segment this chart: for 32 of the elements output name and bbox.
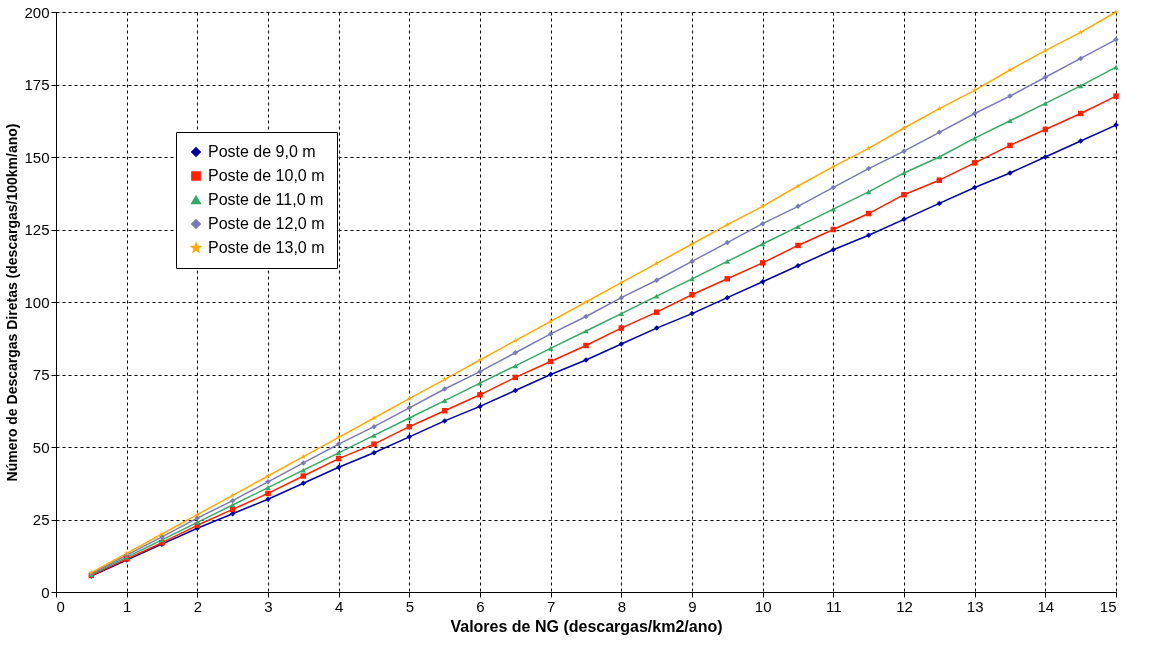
x-tick-label: 3 [264, 597, 273, 615]
legend-label: Poste de 12,0 m [208, 215, 325, 232]
x-tick-label: 2 [193, 597, 203, 615]
x-tick-label: 8 [617, 597, 627, 615]
y-axis-title: Número de Descargas Diretas (descargas/100km/ano) [4, 123, 21, 482]
legend-label: Poste de 10,0 m [208, 167, 325, 184]
x-tick-label: 5 [405, 597, 415, 615]
x-tick-label: 13 [966, 597, 984, 615]
x-tick-label: 0 [56, 597, 65, 615]
x-tick-label: 6 [476, 597, 485, 615]
x-axis-title: Valores de NG (descargas/km2/ano) [450, 617, 723, 635]
x-tick-label: 14 [1037, 597, 1055, 615]
x-tick-label: 1 [122, 597, 132, 615]
y-tick-label: 75 [32, 366, 50, 383]
y-tick-label: 125 [24, 221, 50, 238]
y-tick-label: 175 [24, 76, 50, 93]
x-tick-label: 12 [896, 597, 913, 615]
x-tick-label: 10 [754, 597, 772, 615]
y-tick-label: 25 [32, 511, 50, 528]
y-tick-label: 50 [32, 438, 50, 456]
legend-label: Poste de 11,0 m [208, 191, 324, 208]
x-tick-label: 9 [688, 597, 697, 615]
legend-label: Poste de 9,0 m [208, 143, 316, 160]
y-tick-label: 200 [24, 3, 50, 21]
legend-label: Poste de 13,0 m [208, 239, 325, 256]
x-tick-label: 7 [546, 597, 556, 615]
y-tick-label: 150 [24, 148, 50, 166]
x-tick-label: 11 [826, 597, 842, 615]
y-tick-label: 100 [24, 293, 50, 311]
x-tick-label: 15 [1099, 597, 1117, 615]
y-tick-label: 0 [41, 583, 50, 601]
x-tick-label: 4 [334, 597, 344, 615]
